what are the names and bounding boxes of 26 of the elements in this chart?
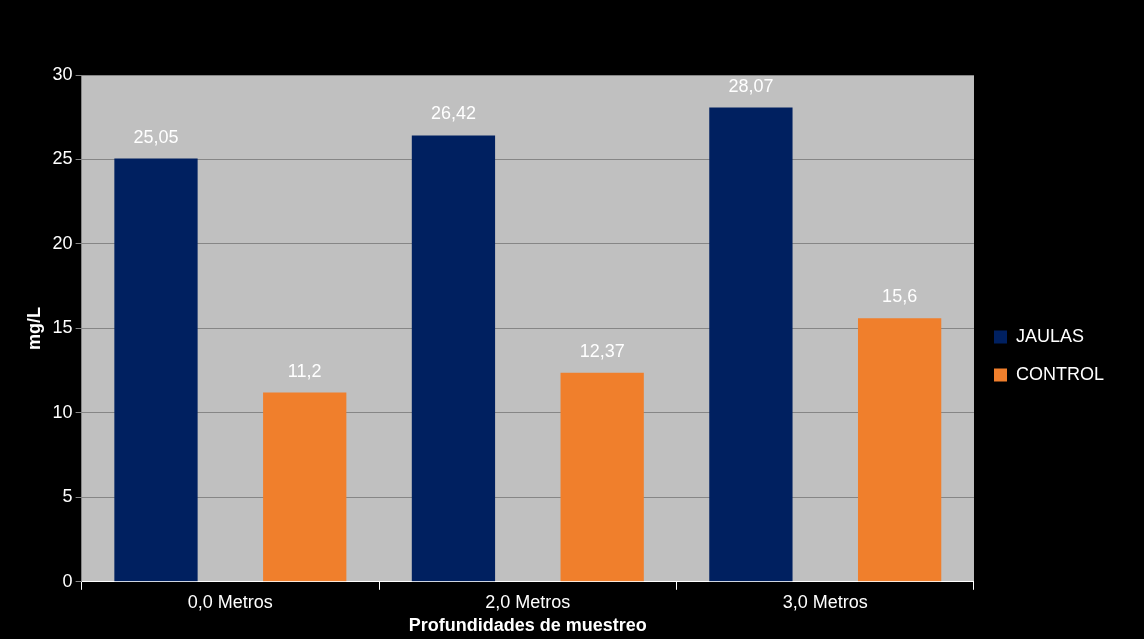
y-tick-label: 0 <box>62 570 73 591</box>
y-tick-label: 20 <box>52 232 73 253</box>
bar <box>114 158 198 582</box>
y-axis-title: mg/L <box>23 306 44 350</box>
x-axis-title: Profundidades de muestreo <box>408 615 647 636</box>
bar <box>560 372 644 582</box>
data-label: 25,05 <box>133 126 179 147</box>
data-label: 12,37 <box>579 340 625 361</box>
y-tick-label: 10 <box>52 401 73 422</box>
legend-label: JAULAS <box>1016 325 1085 346</box>
x-tick-label: 2,0 Metros <box>485 591 571 612</box>
data-label: 15,6 <box>882 286 918 307</box>
data-label: 11,2 <box>287 360 322 381</box>
bar <box>411 135 496 582</box>
bar <box>857 318 942 582</box>
x-tick-label: 0,0 Metros <box>187 591 273 612</box>
data-label: 26,42 <box>430 103 476 124</box>
bar <box>263 392 347 582</box>
y-tick-label: 30 <box>52 63 73 84</box>
bar <box>709 107 793 582</box>
x-tick-label: 3,0 Metros <box>782 591 868 612</box>
data-label: 28,07 <box>728 75 774 96</box>
y-tick-label: 15 <box>52 317 73 338</box>
y-tick-label: 25 <box>52 148 73 169</box>
y-tick-label: 5 <box>62 486 73 507</box>
legend-label: CONTROL <box>1016 363 1105 384</box>
